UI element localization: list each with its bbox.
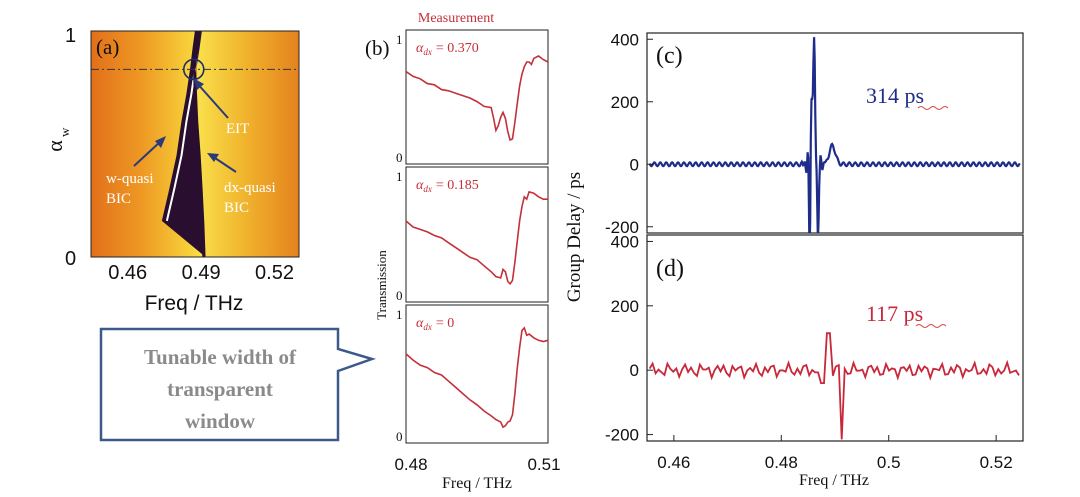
panel-c-annotation: 314 ps: [866, 83, 924, 108]
panel-d-series-line: [648, 332, 1020, 440]
panel-b-label: (b): [365, 36, 390, 60]
panel-b-series-label: αdx = 0.370: [416, 41, 479, 57]
panel-a-y-tick-1: 1: [65, 25, 76, 47]
panel-d-y-ticks: -200 0 200 400: [605, 232, 653, 445]
panel-a-x-label: Freq / THz: [145, 292, 244, 315]
panel-d-y-tick: 200: [611, 297, 639, 316]
group-delay-y-label: Group Delay / ps: [564, 172, 585, 302]
panel-c-y-tick: 0: [630, 155, 639, 174]
panel-d-x-tick: 0.52: [980, 453, 1013, 472]
panel-d-annotation-underline: [915, 324, 947, 328]
dx-bic-label-line2: BIC: [224, 200, 249, 216]
eit-arrow: [195, 81, 229, 119]
callout-line-2: transparent: [167, 377, 273, 401]
panel-b-subplot: αdx = 0 1 0: [396, 304, 549, 444]
panel-c: (c) 314 ps -200 0 200 400: [605, 30, 1024, 237]
callout-line-3: window: [185, 409, 256, 433]
panel-c-y-tick: 400: [611, 30, 639, 49]
panel-b-y-tick-1: 1: [396, 169, 403, 184]
dx-bic-label-line1: dx-quasi: [224, 180, 276, 196]
panel-b-subplot-frame: [405, 29, 549, 165]
w-bic-label-line2: BIC: [106, 191, 131, 207]
panel-a-x-tick: 0.49: [182, 262, 221, 284]
w-bic-label-line1: w-quasi: [106, 171, 154, 187]
panel-b-series-line: [405, 326, 549, 429]
dx-bic-arrow-head: [207, 153, 219, 162]
panel-a-y-label: α w: [42, 127, 72, 152]
panel-b-series-label: αdx = 0.185: [416, 178, 479, 194]
panel-a-y-tick-0: 0: [65, 248, 76, 270]
panel-d-y-tick: 400: [611, 232, 639, 251]
panel-b-title: Measurement: [418, 11, 494, 26]
panel-b-x-label: Freq / THz: [442, 475, 512, 492]
panel-a-frame: [90, 30, 300, 258]
callout-box: Tunable width of transparent window: [99, 327, 377, 442]
panel-d-label: (d): [656, 256, 684, 282]
panel-a-y-label-sub: w: [57, 127, 72, 137]
panel-a-x-tick: 0.46: [108, 262, 147, 284]
panel-b: Measurement (b) αdx = 0.370 1 0 αdx = 0.185 1 0…: [365, 11, 561, 492]
panel-d-y-tick: -200: [605, 426, 639, 445]
panel-d-y-tick: 0: [630, 361, 639, 380]
panel-c-frame: [646, 32, 1024, 234]
panel-a: (a) EIT w-quasi BIC dx-quasi BIC 0.46 0.4…: [42, 25, 300, 315]
panel-b-x-tick-0: 0.48: [394, 455, 427, 474]
eit-arrow-head: [193, 78, 204, 90]
panel-d-x-ticks: 0.46 0.48 0.5 0.52: [657, 435, 1013, 472]
panel-c-label: (c): [656, 43, 683, 69]
panel-c-annotation-underline: [917, 106, 949, 110]
panel-b-y-tick-1: 1: [396, 307, 403, 322]
panel-a-x-ticks: 0.46 0.49 0.52: [108, 262, 294, 284]
panel-b-subplot: αdx = 0.370 1 0: [396, 29, 549, 165]
panel-b-y-tick-0: 0: [396, 150, 403, 165]
panel-b-subplots: αdx = 0.370 1 0 αdx = 0.185 1 0 αdx = 0 1 0: [396, 29, 549, 444]
w-bic-arrow-head: [155, 136, 166, 148]
callout-line-1: Tunable width of: [144, 345, 297, 369]
callout-shape: [99, 327, 377, 442]
panel-b-y-tick-0: 0: [396, 429, 403, 444]
panel-b-subplot-frame: [405, 304, 549, 444]
panel-b-series-label: αdx = 0: [416, 316, 454, 332]
panel-c-y-ticks: -200 0 200 400: [605, 30, 653, 237]
eit-label: EIT: [226, 121, 249, 137]
panel-d-x-tick: 0.5: [877, 453, 901, 472]
panel-a-y-label-symbol: α: [42, 140, 67, 152]
panel-d-x-tick: 0.46: [657, 453, 690, 472]
panel-b-x-tick-1: 0.51: [527, 455, 560, 474]
panel-b-y-tick-1: 1: [396, 32, 403, 47]
dx-quasi-bic-curve: [193, 31, 205, 257]
panel-d-x-label: Freq / THz: [799, 472, 869, 489]
panel-d: (d) 117 ps -200 0 200 400 0.46 0.48 0.5 0.52 F…: [605, 232, 1024, 489]
panel-b-y-label: Transmission: [374, 250, 389, 320]
panel-d-annotation: 117 ps: [866, 301, 923, 326]
panel-c-y-tick: -200: [605, 218, 639, 237]
panel-d-frame: [646, 234, 1024, 442]
panel-b-subplot: αdx = 0.185 1 0: [396, 166, 549, 303]
panel-c-y-tick: 200: [611, 93, 639, 112]
panel-a-label: (a): [96, 35, 119, 59]
panel-b-y-tick-0: 0: [396, 288, 403, 303]
panel-b-subplot-frame: [405, 166, 549, 303]
panel-b-series-line: [405, 190, 548, 286]
panel-a-x-tick: 0.52: [255, 262, 294, 284]
panel-b-series-line: [405, 55, 549, 142]
panel-c-series-line: [648, 37, 1021, 233]
w-bic-arrow: [133, 140, 162, 167]
panel-d-x-tick: 0.48: [765, 453, 798, 472]
